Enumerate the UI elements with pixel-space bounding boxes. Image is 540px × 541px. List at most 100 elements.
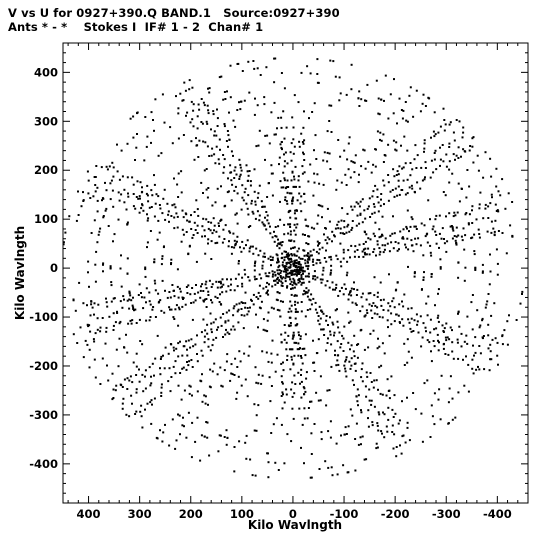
uv-point (438, 388, 441, 391)
uv-point (273, 271, 276, 274)
uv-point (174, 360, 177, 363)
uv-point (293, 175, 295, 178)
uv-point (415, 89, 418, 92)
uv-point (190, 228, 193, 230)
uv-point (240, 208, 243, 211)
uv-point (145, 192, 148, 195)
uv-point (336, 354, 339, 357)
uv-point (489, 202, 492, 205)
uv-point (207, 87, 209, 90)
uv-point (140, 207, 143, 210)
uv-point (287, 310, 290, 313)
uv-point (322, 183, 325, 186)
uv-point (467, 363, 470, 366)
uv-point (401, 435, 404, 438)
y-tick-label: 400 (34, 65, 58, 79)
uv-point (219, 281, 222, 284)
uv-point (227, 319, 230, 322)
uv-point (72, 299, 75, 302)
uv-point (409, 86, 412, 89)
uv-point (96, 328, 99, 331)
uv-point (452, 215, 455, 218)
uv-point (179, 372, 182, 374)
uv-point (338, 331, 341, 334)
uv-point (240, 100, 243, 103)
uv-point (105, 330, 108, 333)
uv-point (186, 354, 189, 357)
uv-point (177, 355, 180, 358)
uv-point (64, 231, 67, 234)
uv-point (362, 248, 365, 251)
uv-point (433, 158, 436, 161)
uv-point (261, 221, 264, 224)
uv-point (151, 308, 154, 311)
uv-point (186, 292, 189, 294)
uv-point (474, 269, 477, 271)
uv-point (98, 230, 101, 233)
uv-point (282, 369, 285, 372)
uv-point (379, 204, 382, 207)
uv-point (226, 191, 229, 194)
uv-point (343, 325, 346, 328)
uv-point (438, 246, 440, 249)
uv-point (319, 317, 322, 320)
uv-point (94, 376, 97, 379)
uv-point (397, 422, 400, 425)
uv-point (300, 368, 303, 371)
uv-point (353, 355, 356, 358)
uv-point (195, 199, 198, 202)
uv-point (307, 275, 310, 278)
uv-point (339, 92, 342, 95)
uv-point (318, 182, 321, 185)
uv-point (182, 345, 185, 348)
uv-point (268, 376, 271, 379)
uv-point (225, 140, 228, 142)
uv-point (294, 266, 297, 269)
uv-point (330, 365, 333, 368)
uv-point (139, 181, 142, 184)
uv-point (243, 352, 246, 355)
uv-point (290, 142, 293, 145)
uv-point (470, 237, 473, 240)
uv-point (424, 161, 427, 164)
uv-point (296, 310, 299, 313)
uv-point (106, 305, 109, 308)
uv-point (204, 235, 206, 238)
uv-point (391, 424, 394, 427)
uv-point (300, 446, 302, 449)
uv-point (245, 457, 248, 460)
uv-point (342, 350, 345, 352)
uv-point (439, 164, 441, 167)
uv-point (193, 211, 196, 213)
uv-point (456, 338, 459, 341)
uv-point (299, 267, 302, 270)
uv-point (214, 201, 217, 204)
uv-point (504, 207, 507, 210)
uv-point (463, 279, 466, 282)
uv-point (439, 146, 441, 149)
uv-point (442, 191, 445, 193)
uv-point (257, 254, 260, 257)
uv-point (160, 395, 163, 397)
uv-point (294, 270, 297, 273)
uv-point (388, 250, 391, 253)
uv-point (369, 332, 372, 335)
uv-point (353, 205, 356, 208)
uv-point (168, 306, 171, 309)
uv-point (402, 228, 405, 231)
uv-point (339, 227, 342, 230)
uv-point (116, 143, 118, 146)
uv-point (408, 321, 411, 324)
x-tick-label: -100 (330, 507, 359, 521)
uv-point (402, 166, 405, 169)
uv-point (182, 216, 185, 219)
uv-point (402, 237, 405, 240)
uv-point (365, 458, 368, 461)
uv-point (406, 149, 409, 152)
uv-point (376, 306, 379, 309)
uv-point (300, 355, 302, 357)
uv-point (367, 160, 370, 163)
uv-point (508, 314, 510, 317)
uv-point (293, 240, 296, 243)
uv-point (412, 330, 415, 332)
